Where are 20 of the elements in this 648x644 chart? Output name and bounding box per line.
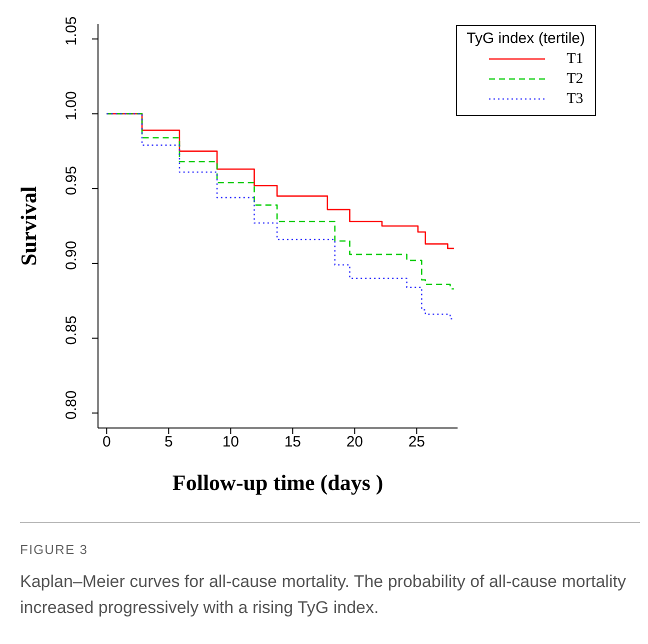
y-tick-label: 1.00 — [63, 91, 80, 120]
y-axis-title: Survival — [16, 186, 41, 266]
x-tick-label: 25 — [408, 434, 426, 451]
x-tick-label: 20 — [346, 434, 364, 451]
x-tick-label: 15 — [284, 434, 302, 451]
y-tick-label: 1.05 — [63, 16, 80, 46]
legend-title: TyG index (tertile) — [466, 30, 585, 47]
x-tick-label: 10 — [222, 434, 240, 451]
x-tick-label: 0 — [102, 434, 111, 451]
y-tick-label: 0.80 — [63, 390, 80, 420]
y-tick-label: 0.85 — [63, 316, 80, 345]
caption: FIGURE 3 — [20, 541, 89, 559]
x-axis-title: Follow-up time (days ) — [172, 470, 384, 495]
text: Kaplan–Meier curves for all-cause mortality. The probability of all-cause mortality increased progressively with a rising TyG index. — [20, 571, 627, 619]
legend-label: T1 — [566, 50, 584, 69]
y-tick-label: 0.90 — [63, 240, 80, 270]
legend-label: T3 — [566, 90, 584, 109]
y-tick-label: 0.95 — [63, 166, 80, 196]
x-tick-label: 5 — [164, 434, 173, 451]
legend-label: T2 — [566, 70, 584, 89]
